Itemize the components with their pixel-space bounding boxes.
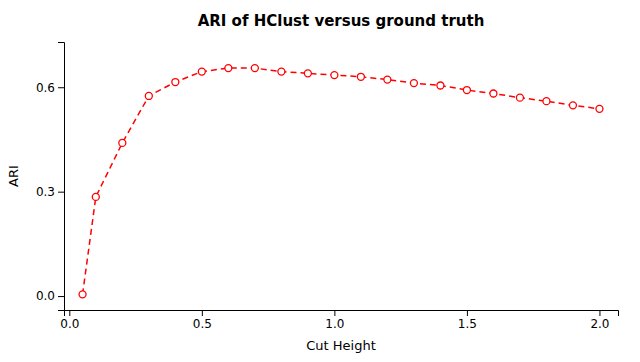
point — [516, 94, 523, 101]
point — [357, 73, 364, 80]
y-axis-tick-mark — [58, 192, 64, 193]
x-axis-tick-mark — [599, 310, 600, 316]
x-axis-tick: 1.5 — [458, 310, 477, 331]
y-axis-tick-mark — [58, 296, 64, 297]
x-axis-title: Cut Height — [306, 338, 376, 353]
x-axis-tick: 0.0 — [60, 310, 79, 331]
point — [463, 87, 470, 94]
x-axis-tick: 0.5 — [193, 310, 212, 331]
x-axis: 0.0 0.5 1.0 1.5 2.0 — [60, 310, 618, 331]
y-axis-line — [58, 43, 65, 311]
title: ARI of HClust versus ground truth — [198, 12, 485, 30]
x-axis-tick-mark — [69, 310, 70, 316]
point — [437, 82, 444, 89]
x-axis-tick-label: 0.5 — [193, 317, 212, 331]
x-axis-tick-mark — [467, 310, 468, 316]
point — [490, 90, 497, 97]
point — [304, 70, 311, 77]
x-axis-tick-label: 1.5 — [458, 317, 477, 331]
point — [278, 68, 285, 75]
x-axis-tick-label: 0.0 — [60, 317, 79, 331]
point — [596, 105, 603, 112]
x-axis-tick-label: 2.0 — [590, 317, 609, 331]
x-axis-tick: 1.0 — [325, 310, 344, 331]
y-axis-title: ARI — [6, 165, 21, 187]
point — [92, 193, 99, 200]
x-axis-tick-mark — [202, 310, 203, 316]
y-axis-tick-label: 0.3 — [36, 185, 55, 199]
y-axis-tick: 0.3 — [36, 185, 64, 199]
point — [198, 68, 205, 75]
point — [251, 65, 258, 72]
y-axis-tick-label: 0.6 — [36, 81, 55, 95]
point — [384, 76, 391, 83]
point — [543, 98, 550, 105]
x-axis-tick-label: 1.0 — [325, 317, 344, 331]
y-axis-tick: 0.0 — [36, 289, 64, 303]
x-axis-tick-mark — [334, 310, 335, 316]
y-axis-tick-label: 0.0 — [36, 289, 55, 303]
point — [145, 92, 152, 99]
x-axis-line — [65, 311, 619, 317]
point — [225, 65, 232, 72]
point — [331, 72, 338, 79]
y-axis-tick-mark — [58, 87, 64, 88]
point — [119, 139, 126, 146]
point — [79, 291, 86, 298]
x-axis-tick: 2.0 — [590, 310, 609, 331]
data-layer — [79, 65, 603, 298]
y-axis-tick: 0.6 — [36, 81, 64, 95]
y-axis: 0.0 0.3 0.6 — [36, 43, 65, 311]
point — [172, 79, 179, 86]
line — [83, 68, 600, 294]
chart: 0.0 0.5 1.0 1.5 2.0 0.0 0.3 0.6 ARI of HClust ve… — [0, 0, 640, 362]
plot-area: 0.0 0.5 1.0 1.5 2.0 0.0 0.3 0.6 — [36, 43, 619, 331]
point — [569, 102, 576, 109]
point — [410, 80, 417, 87]
